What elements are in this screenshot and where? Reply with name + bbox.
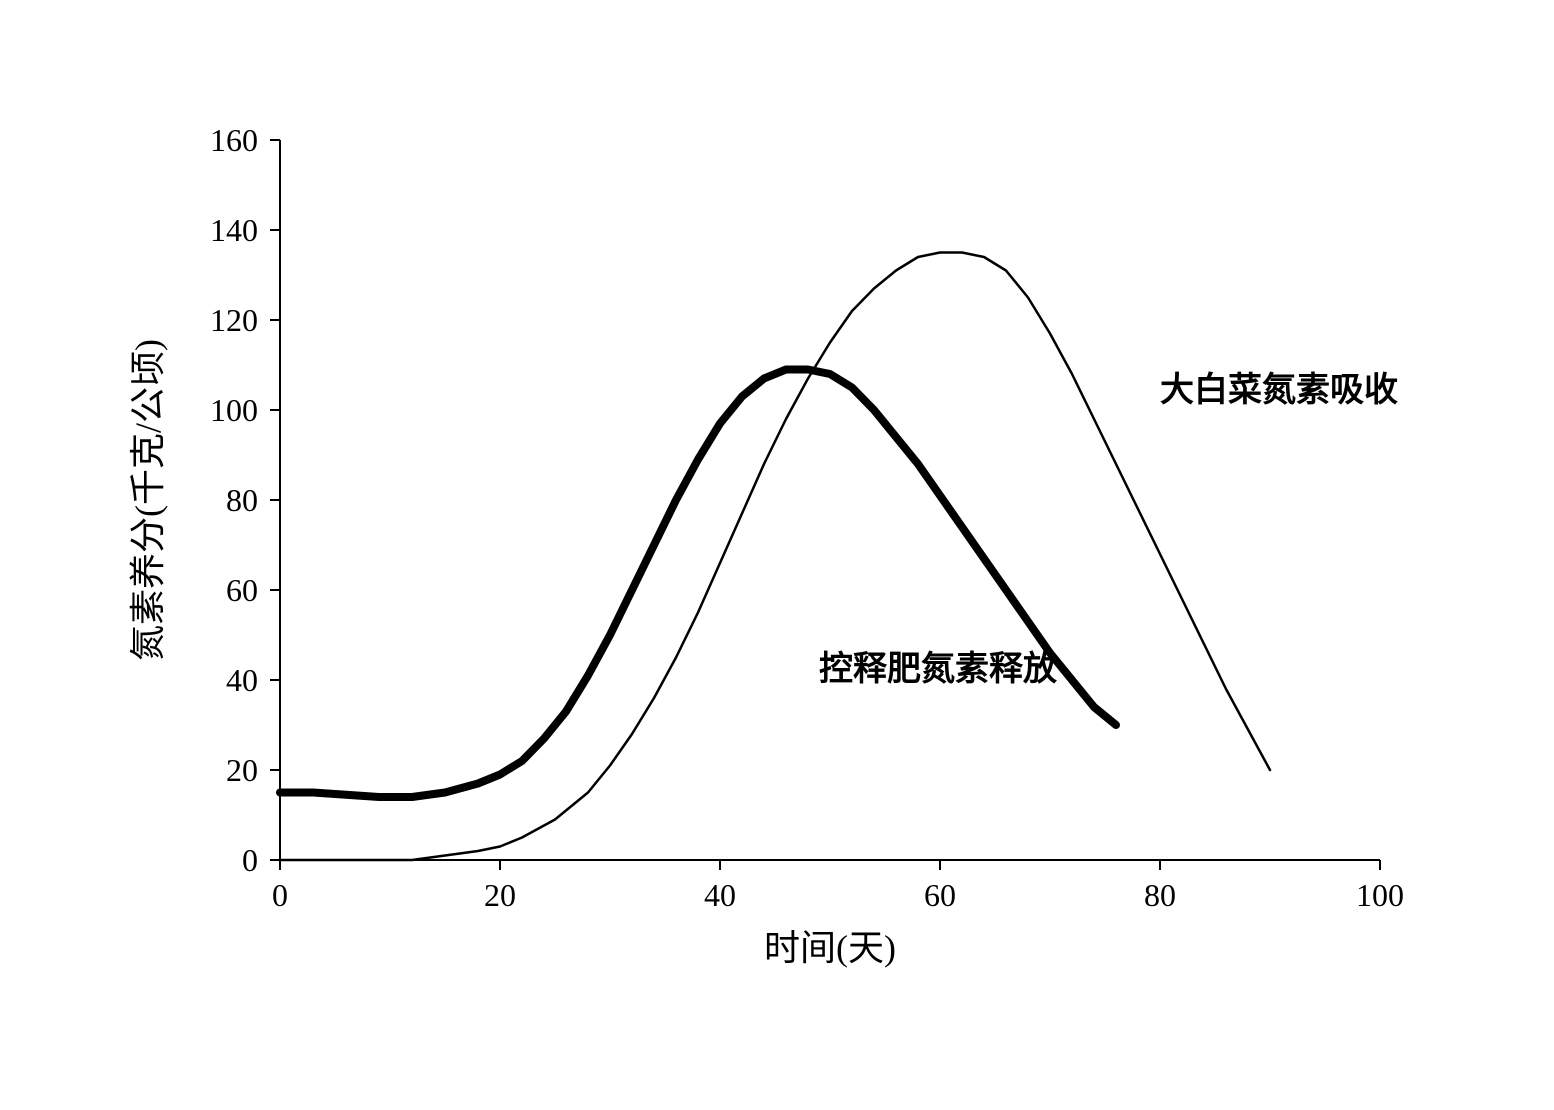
x-tick-label: 60 bbox=[924, 877, 956, 913]
y-tick-label: 80 bbox=[226, 482, 258, 518]
y-tick-label: 160 bbox=[210, 122, 258, 158]
y-tick-label: 20 bbox=[226, 752, 258, 788]
x-tick-label: 80 bbox=[1144, 877, 1176, 913]
y-axis-label: 氮素养分(千克/公顷) bbox=[128, 339, 168, 661]
x-tick-label: 20 bbox=[484, 877, 516, 913]
y-tick-label: 60 bbox=[226, 572, 258, 608]
x-axis-label: 时间(天) bbox=[764, 928, 896, 968]
x-tick-label: 0 bbox=[272, 877, 288, 913]
annotation-0: 大白菜氮素吸收 bbox=[1160, 371, 1398, 409]
x-tick-label: 100 bbox=[1356, 877, 1404, 913]
y-tick-label: 100 bbox=[210, 392, 258, 428]
y-tick-label: 0 bbox=[242, 842, 258, 878]
y-tick-label: 120 bbox=[210, 302, 258, 338]
series-1 bbox=[280, 370, 1116, 798]
chart-container: 0 20 40 60 80 100 120 140 160 0 20 40 60 80 100 时间(天) 氮素… bbox=[20, 20, 1554, 1090]
y-tick-label: 40 bbox=[226, 662, 258, 698]
annotation-1: 控释肥氮素释放 bbox=[819, 650, 1057, 688]
line-chart: 0 20 40 60 80 100 120 140 160 0 20 40 60 80 100 时间(天) 氮素… bbox=[20, 20, 1554, 1090]
x-tick-label: 40 bbox=[704, 877, 736, 913]
series-0 bbox=[280, 253, 1270, 861]
y-tick-label: 140 bbox=[210, 212, 258, 248]
